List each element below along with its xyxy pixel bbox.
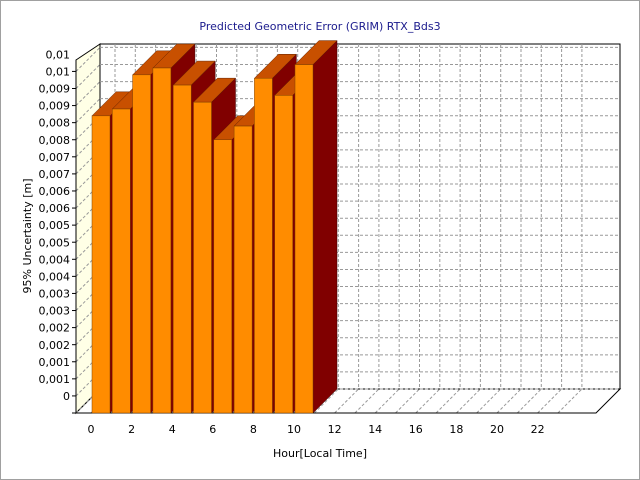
grid-line — [75, 337, 101, 363]
grid-line — [334, 388, 359, 414]
y-tick-label: 0 — [63, 390, 70, 403]
x-tick-label: 12 — [328, 423, 342, 436]
x-tick-label: 16 — [409, 423, 423, 436]
x-axis-title: Hour[Local Time] — [273, 447, 367, 460]
grid-line — [75, 269, 101, 294]
grid-line — [75, 149, 101, 175]
grid-line — [354, 388, 380, 414]
bar — [172, 84, 192, 414]
grid-line — [75, 115, 101, 141]
y-tick-label: 0,005 — [39, 236, 71, 249]
y-tick-label: 0,001 — [39, 356, 71, 369]
y-tick-label: 0,001 — [39, 373, 71, 386]
y-tick-label: 0,002 — [39, 322, 71, 335]
x-tick-label: 4 — [169, 423, 176, 436]
y-tick-label: 0,004 — [39, 270, 71, 283]
grid-line — [395, 388, 420, 414]
x-tick-label: 0 — [88, 423, 95, 436]
grid-line — [75, 166, 101, 192]
y-tick-label: 0,007 — [39, 168, 71, 181]
y-tick-label: 0,007 — [39, 151, 71, 164]
x-tick-label: 20 — [490, 423, 504, 436]
bar — [294, 64, 314, 414]
grid-line — [415, 388, 441, 414]
y-tick-label: 0,004 — [39, 253, 71, 266]
bar — [112, 108, 131, 414]
grid-line — [75, 371, 101, 397]
y-tick-label: 0,005 — [39, 219, 71, 232]
y-tick-label: 0,002 — [39, 339, 71, 352]
x-tick-label: 10 — [287, 423, 301, 436]
grid-line — [75, 217, 101, 243]
grid-line — [75, 303, 101, 328]
grid-line — [456, 388, 481, 414]
y-tick-label: 0,006 — [39, 185, 71, 198]
bar — [132, 74, 151, 414]
grid-line — [313, 388, 339, 414]
grid-line — [374, 388, 400, 414]
y-tick-label: 0,003 — [39, 305, 71, 318]
grid-line — [75, 320, 101, 346]
grid-line — [476, 388, 502, 414]
y-axis-title: 95% Uncertainty [m] — [21, 178, 34, 293]
y-tick-label: 0,003 — [39, 288, 71, 301]
y-tick-label: 0,008 — [39, 134, 71, 147]
grid-line — [435, 388, 461, 414]
grid-line — [75, 388, 101, 414]
grid-line — [75, 183, 101, 209]
bar — [91, 115, 111, 414]
grid-line — [516, 388, 542, 414]
grid-line — [496, 388, 522, 414]
y-tick-label: 0,009 — [39, 83, 71, 96]
bar — [152, 67, 172, 414]
bar-side — [312, 39, 338, 414]
grid-line — [75, 81, 101, 106]
grid-line — [75, 47, 101, 72]
bar — [213, 139, 233, 414]
x-tick-label: 18 — [449, 423, 463, 436]
y-tick-label: 0,006 — [39, 202, 71, 215]
chart-title: Predicted Geometric Error (GRIM) RTX_Bds… — [199, 20, 440, 33]
grid-line — [75, 98, 101, 124]
bar — [254, 77, 273, 414]
grid-line — [75, 252, 101, 277]
grid-line — [537, 388, 562, 414]
x-tick-label: 8 — [250, 423, 257, 436]
y-tick-label: 0,01 — [46, 65, 71, 78]
y-tick-label: 0,009 — [39, 100, 71, 113]
x-tick-label: 6 — [209, 423, 216, 436]
y-tick-label: 0,01 — [46, 48, 71, 61]
grid-line — [75, 286, 101, 311]
x-tick-label: 14 — [368, 423, 382, 436]
bar — [233, 125, 253, 414]
grid-line — [75, 64, 101, 89]
bar — [193, 101, 212, 414]
x-tick-label: 22 — [531, 423, 545, 436]
x-tick-label: 2 — [128, 423, 135, 436]
grid-line — [75, 200, 101, 226]
bar — [274, 95, 293, 414]
y-tick-label: 0,008 — [39, 117, 71, 130]
grid-line — [75, 234, 101, 260]
grid-line — [75, 132, 101, 158]
grid-line — [75, 354, 101, 380]
grid-line — [557, 388, 583, 414]
